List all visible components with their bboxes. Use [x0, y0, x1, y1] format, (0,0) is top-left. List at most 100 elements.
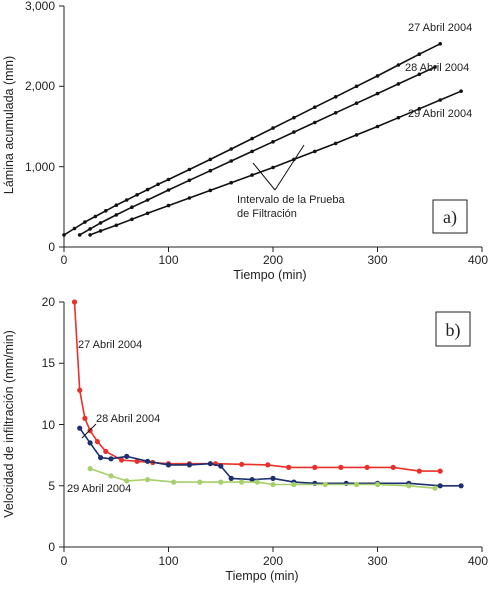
data-point-29-abril-2004: [145, 211, 150, 216]
data-point-27-abril-2004: [94, 439, 100, 445]
series-28-label-pointer: [81, 423, 97, 439]
panel-b-x-ticks: 0 100 200 300 400: [61, 547, 488, 568]
panel-a-label-box: a): [432, 199, 468, 234]
data-point-29-abril-2004: [166, 203, 171, 208]
data-point-27-abril-2004: [390, 464, 396, 470]
data-point-27-abril-2004: [338, 464, 344, 470]
panel-label-a: a): [443, 207, 457, 228]
data-point-27-abril-2004: [437, 468, 443, 474]
panel-label-frame: [435, 311, 471, 347]
data-point-28-abril-2004: [166, 188, 171, 192]
panel-b-xtick-label: 0: [61, 554, 68, 568]
data-point-29-abril-2004: [88, 233, 92, 237]
data-point-29-abril-2004: [459, 89, 463, 93]
data-point-27-abril-2004: [271, 126, 275, 130]
data-point-28-abril-2004: [271, 140, 275, 144]
data-point-29-abril-2004: [375, 124, 380, 129]
series-line-28-abril-2004: [79, 66, 436, 236]
data-point-27-abril-2004: [396, 63, 401, 67]
data-point-27-abril-2004: [417, 52, 422, 56]
data-point-27-abril-2004: [103, 448, 109, 454]
data-point-27-abril-2004: [114, 203, 119, 207]
data-point-28-abril-2004: [229, 159, 233, 163]
data-point-27-abril-2004: [416, 468, 422, 474]
panel-a-cumulative-depth: 0 1,000 2,000 3,000 0 100 200 300 400 Ti…: [2, 0, 488, 282]
panel-b-ytick-label: 10: [42, 418, 56, 432]
panel-a-xtick-label: 200: [263, 253, 283, 267]
data-point-28-abril-2004: [437, 483, 443, 489]
panel-b-ytick-label: 20: [42, 295, 56, 309]
data-point-29-abril-2004: [254, 479, 260, 485]
data-point-29-abril-2004: [114, 223, 119, 228]
data-point-28-abril-2004: [208, 168, 213, 173]
panel-a-x-axis-label: Tiempo (min): [233, 268, 306, 282]
data-point-28-abril-2004: [207, 461, 213, 467]
data-point-29-abril-2004: [197, 479, 203, 485]
data-point-27-abril-2004: [124, 198, 129, 202]
data-point-27-abril-2004: [62, 233, 66, 237]
data-point-29-abril-2004: [108, 473, 114, 479]
panel-b-xtick-label: 200: [263, 554, 283, 568]
data-point-27-abril-2004: [134, 458, 140, 464]
data-point-27-abril-2004: [72, 226, 77, 231]
data-point-28-abril-2004: [375, 91, 380, 96]
panel-a-ytick-label: 1,000: [25, 160, 55, 174]
data-point-27-abril-2004: [166, 177, 171, 182]
data-point-27-abril-2004: [375, 74, 380, 78]
data-point-28-abril-2004: [218, 463, 224, 469]
data-point-28-abril-2004: [250, 149, 254, 154]
data-point-27-abril-2004: [187, 167, 192, 172]
panel-b-label-box: b): [435, 311, 471, 347]
data-point-27-abril-2004: [77, 387, 83, 393]
series-label-29-abril: 29 Abril 2004: [67, 483, 131, 495]
data-point-28-abril-2004: [292, 130, 296, 134]
data-point-27-abril-2004: [156, 182, 160, 187]
panel-b-ytick-label: 15: [42, 356, 56, 370]
panel-b-ytick-label: 0: [48, 540, 55, 554]
panel-a-ytick-label: 2,000: [25, 79, 55, 93]
panel-b-y-ticks: 0 5 10 15 20: [42, 295, 64, 554]
data-point-27-abril-2004: [313, 105, 317, 109]
data-point-27-abril-2004: [312, 464, 318, 470]
data-point-27-abril-2004: [239, 461, 245, 467]
data-point-28-abril-2004: [114, 213, 119, 217]
data-point-29-abril-2004: [271, 165, 275, 170]
data-point-29-abril-2004: [171, 479, 177, 485]
data-point-28-abril-2004: [396, 82, 401, 86]
panel-a-xtick-label: 400: [468, 253, 488, 267]
annotation-text: Intervalo de la Prueba: [237, 194, 346, 206]
data-point-28-abril-2004: [228, 475, 234, 481]
data-point-28-abril-2004: [433, 65, 437, 69]
data-point-28-abril-2004: [187, 178, 192, 183]
panel-a-ytick-label: 3,000: [25, 0, 55, 13]
panel-b-series: [71, 299, 464, 491]
data-point-29-abril-2004: [354, 481, 360, 488]
data-point-29-abril-2004: [396, 115, 401, 120]
data-point-29-abril-2004: [130, 217, 134, 222]
data-point-28-abril-2004: [145, 198, 150, 202]
data-point-29-abril-2004: [406, 483, 412, 489]
data-point-29-abril-2004: [417, 107, 422, 111]
data-point-28-abril-2004: [186, 462, 192, 468]
annotation-arrow: [274, 144, 305, 191]
data-point-27-abril-2004: [82, 415, 88, 421]
panel-b-xtick-label: 100: [158, 554, 178, 568]
panel-a-y-ticks: 0 1,000 2,000 3,000: [25, 0, 64, 254]
data-point-29-abril-2004: [438, 98, 443, 102]
data-point-29-abril-2004: [239, 479, 245, 485]
panel-a-y-axis-label: Lámina acumulada (mm): [2, 56, 16, 194]
data-point-28-abril-2004: [98, 221, 103, 225]
data-point-29-abril-2004: [98, 229, 103, 233]
data-point-27-abril-2004: [354, 84, 359, 89]
data-point-28-abril-2004: [145, 458, 151, 464]
series-label-28-abril: 28 Abril 2004: [96, 413, 160, 425]
panel-b-xtick-label: 400: [468, 554, 488, 568]
data-point-28-abril-2004: [98, 455, 104, 461]
series-line-27-abril-2004: [73, 301, 441, 472]
panel-a-xtick-label: 300: [367, 253, 387, 267]
data-point-28-abril-2004: [108, 456, 114, 462]
data-point-27-abril-2004: [135, 193, 139, 197]
data-point-29-abril-2004: [291, 481, 297, 488]
data-point-28-abril-2004: [458, 483, 464, 489]
